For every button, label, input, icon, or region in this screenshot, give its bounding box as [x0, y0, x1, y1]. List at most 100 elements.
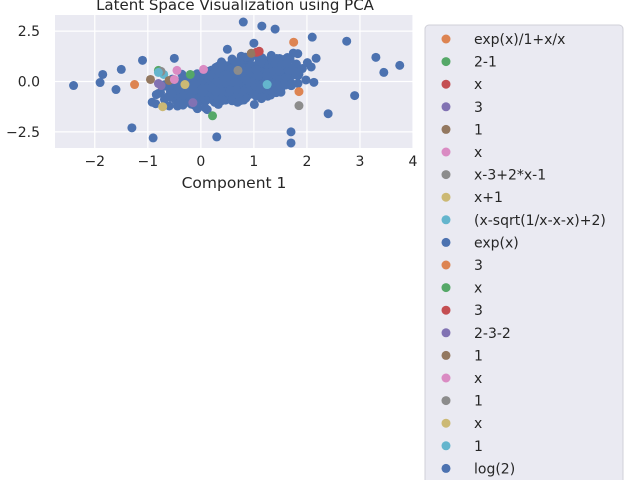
- background-point: [147, 97, 157, 107]
- background-point: [307, 32, 317, 42]
- series-points: [130, 37, 304, 121]
- legend-label: x: [474, 281, 482, 297]
- background-point: [311, 53, 321, 63]
- x-tick-label: 2: [302, 154, 311, 170]
- background-point: [95, 78, 105, 88]
- y-tick-label: 2.5: [18, 24, 40, 40]
- grid: [55, 15, 414, 148]
- x-tick-label: 3: [356, 154, 365, 170]
- background-point: [200, 103, 210, 113]
- background-point: [189, 85, 199, 95]
- legend-label: 3: [474, 100, 483, 116]
- background-point: [127, 123, 137, 133]
- background-point: [69, 81, 79, 91]
- series-point: [172, 65, 182, 75]
- background-point: [286, 127, 296, 137]
- background-point: [156, 88, 166, 98]
- legend-marker: [441, 215, 451, 225]
- background-point: [238, 17, 248, 27]
- background-point: [249, 38, 259, 48]
- series-point: [233, 65, 243, 75]
- background-point: [225, 85, 235, 95]
- series-point: [180, 80, 190, 90]
- y-tick-label: 0.0: [18, 75, 40, 91]
- x-tick-label: 4: [409, 154, 418, 170]
- background-point: [270, 24, 280, 34]
- legend-marker: [441, 463, 451, 473]
- legend-label: x-3+2*x-1: [474, 168, 546, 184]
- legend-marker: [441, 57, 451, 67]
- background-point: [276, 87, 286, 97]
- x-tick-labels: −2 −1 0 1 2 3 4: [84, 154, 417, 170]
- legend-marker: [441, 124, 451, 134]
- series-point: [254, 46, 264, 56]
- background-point: [251, 65, 261, 75]
- background-point: [189, 79, 199, 89]
- legend-marker: [441, 328, 451, 338]
- background-point: [111, 85, 121, 95]
- background-point: [301, 75, 311, 85]
- background-point: [286, 138, 296, 148]
- background-point: [379, 67, 389, 77]
- series-point: [185, 69, 195, 79]
- legend-marker: [441, 237, 451, 247]
- background-point: [138, 55, 148, 65]
- background-point: [236, 51, 246, 61]
- legend-marker: [441, 170, 451, 180]
- series-point: [199, 64, 209, 74]
- background-point: [233, 97, 243, 107]
- legend-marker: [441, 350, 451, 360]
- series-point: [130, 80, 140, 90]
- background-point: [302, 58, 312, 68]
- legend-label: 2-3-2: [474, 326, 511, 342]
- legend-label: 3: [474, 258, 483, 274]
- background-point: [212, 132, 222, 142]
- x-tick-label: 1: [249, 154, 258, 170]
- background-point: [256, 56, 266, 66]
- background-point: [287, 65, 297, 75]
- legend-marker: [441, 102, 451, 112]
- series-point: [158, 102, 168, 112]
- legend-marker: [441, 34, 451, 44]
- background-point: [217, 95, 227, 105]
- series-point: [169, 74, 179, 84]
- legend-marker: [441, 79, 451, 89]
- background-point: [309, 77, 319, 87]
- background-point: [227, 54, 237, 64]
- legend-label: 1: [474, 348, 483, 364]
- background-point: [164, 82, 174, 92]
- legend-label: x: [474, 77, 482, 93]
- legend-label: 1: [474, 394, 483, 410]
- legend-marker: [441, 192, 451, 202]
- legend-label: x+1: [474, 190, 503, 206]
- background-point: [98, 69, 108, 79]
- series-point: [188, 98, 198, 108]
- background-point: [148, 133, 158, 143]
- series-point: [222, 72, 232, 82]
- legend-label: x: [474, 145, 482, 161]
- legend-label: 3: [474, 303, 483, 319]
- legend-label: exp(x): [474, 235, 519, 251]
- x-tick-label: −1: [137, 154, 158, 170]
- series-point: [208, 111, 218, 121]
- legend-marker: [441, 283, 451, 293]
- x-tick-label: −2: [84, 154, 105, 170]
- y-tick-labels: −2.5 0.0 2.5: [6, 24, 40, 141]
- legend-marker: [441, 418, 451, 428]
- legend-box: [424, 24, 624, 480]
- background-point: [395, 60, 405, 70]
- background-point: [350, 91, 360, 101]
- background-point: [257, 21, 267, 31]
- background-point: [164, 101, 174, 111]
- y-tick-label: −2.5: [6, 125, 40, 141]
- series-point: [289, 37, 299, 47]
- series-point: [294, 101, 304, 111]
- legend-marker: [441, 441, 451, 451]
- x-tick-label: 0: [196, 154, 205, 170]
- background-point: [249, 99, 259, 109]
- legend-label: x: [474, 416, 482, 432]
- legend-label: 1: [474, 439, 483, 455]
- background-point: [342, 36, 352, 46]
- series-point: [145, 74, 155, 84]
- background-point: [222, 44, 232, 54]
